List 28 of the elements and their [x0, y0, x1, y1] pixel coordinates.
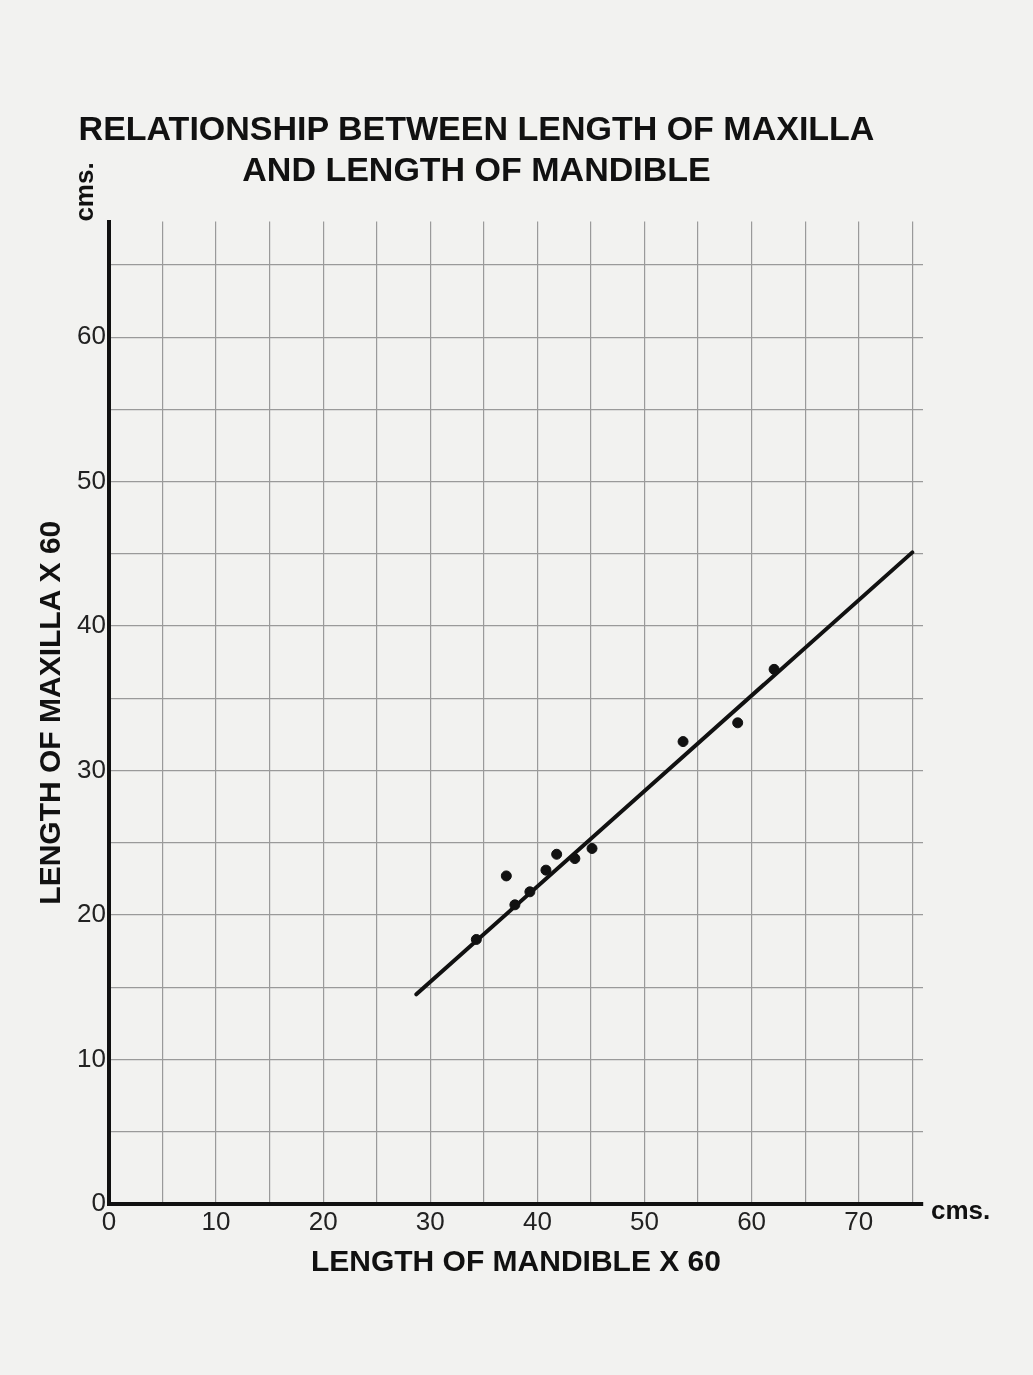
- point: [509, 899, 521, 911]
- point: [569, 853, 581, 865]
- point: [586, 842, 598, 854]
- x-tick-label: 40: [522, 1205, 552, 1236]
- text: cms.: [931, 1194, 991, 1225]
- x-tick-label: 30: [415, 1205, 445, 1236]
- point: [500, 870, 512, 882]
- point: [540, 864, 552, 876]
- text: cms.: [69, 162, 100, 222]
- y-axis-title: LENGTH OF MAXILLA X 60: [33, 520, 67, 905]
- point: [677, 736, 689, 748]
- x-axis-title: LENGTH OF MANDIBLE X 60: [310, 1244, 721, 1278]
- y-tick-label: 60: [77, 320, 106, 351]
- x-tick-label: 50: [630, 1205, 659, 1236]
- point: [768, 663, 780, 675]
- point: [524, 886, 536, 898]
- y-tick-label: 30: [77, 753, 106, 784]
- y-tick-label: 40: [77, 609, 106, 640]
- x-tick-label: 10: [201, 1205, 231, 1236]
- point: [732, 717, 744, 729]
- y-tick-label: 10: [77, 1042, 106, 1073]
- x-tick-label: 60: [737, 1205, 767, 1236]
- x-tick-label: 70: [844, 1205, 874, 1236]
- y-tick-label: 20: [77, 898, 106, 929]
- x-tick-label: 20: [308, 1205, 338, 1236]
- point: [551, 848, 563, 860]
- y-tick-label: 50: [77, 464, 106, 495]
- point: [470, 933, 482, 945]
